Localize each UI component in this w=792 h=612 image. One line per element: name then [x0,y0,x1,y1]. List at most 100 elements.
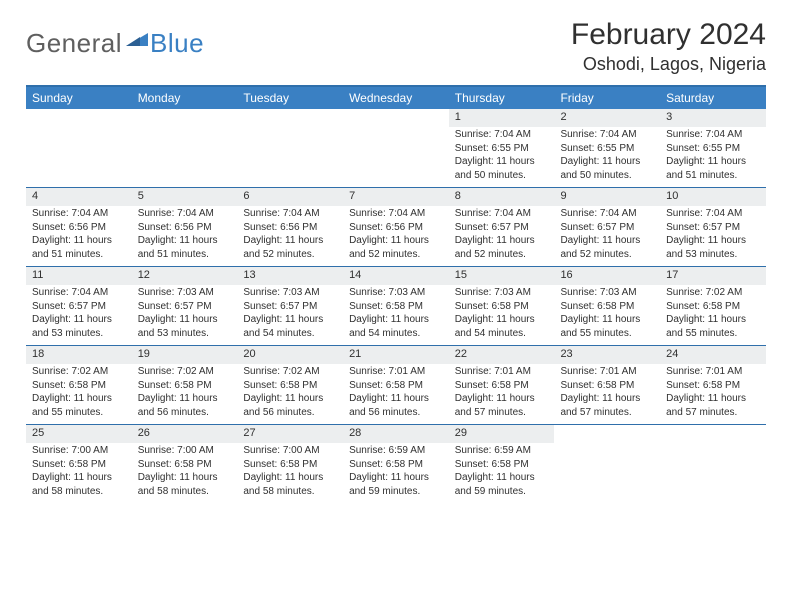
daylight-text: Daylight: 11 hours and 52 minutes. [560,234,654,261]
day-details: Sunrise: 7:04 AMSunset: 6:57 PMDaylight:… [26,285,132,345]
sunset-text: Sunset: 6:55 PM [560,142,654,156]
daylight-text: Daylight: 11 hours and 52 minutes. [349,234,443,261]
day-cell: 13Sunrise: 7:03 AMSunset: 6:57 PMDayligh… [237,267,343,345]
sunset-text: Sunset: 6:58 PM [138,379,232,393]
sunset-text: Sunset: 6:58 PM [666,379,760,393]
day-cell: 7Sunrise: 7:04 AMSunset: 6:56 PMDaylight… [343,188,449,266]
day-cell: 6Sunrise: 7:04 AMSunset: 6:56 PMDaylight… [237,188,343,266]
sunset-text: Sunset: 6:58 PM [32,458,126,472]
sunrise-text: Sunrise: 7:03 AM [560,286,654,300]
day-details: Sunrise: 7:03 AMSunset: 6:58 PMDaylight:… [449,285,555,345]
day-cell: 4Sunrise: 7:04 AMSunset: 6:56 PMDaylight… [26,188,132,266]
day-cell: 16Sunrise: 7:03 AMSunset: 6:58 PMDayligh… [554,267,660,345]
day-details: Sunrise: 7:02 AMSunset: 6:58 PMDaylight:… [237,364,343,424]
sunrise-text: Sunrise: 7:04 AM [349,207,443,221]
day-details [660,443,766,503]
sunrise-text: Sunrise: 6:59 AM [349,444,443,458]
sunset-text: Sunset: 6:56 PM [243,221,337,235]
day-number: 6 [237,188,343,206]
daylight-text: Daylight: 11 hours and 54 minutes. [455,313,549,340]
day-number: 23 [554,346,660,364]
day-header: Wednesday [343,87,449,109]
day-details: Sunrise: 7:02 AMSunset: 6:58 PMDaylight:… [660,285,766,345]
daylight-text: Daylight: 11 hours and 58 minutes. [138,471,232,498]
daylight-text: Daylight: 11 hours and 59 minutes. [455,471,549,498]
daylight-text: Daylight: 11 hours and 50 minutes. [455,155,549,182]
day-details: Sunrise: 7:04 AMSunset: 6:55 PMDaylight:… [449,127,555,187]
sunset-text: Sunset: 6:57 PM [560,221,654,235]
sunset-text: Sunset: 6:58 PM [560,379,654,393]
day-details: Sunrise: 7:01 AMSunset: 6:58 PMDaylight:… [449,364,555,424]
daylight-text: Daylight: 11 hours and 54 minutes. [243,313,337,340]
day-number: 21 [343,346,449,364]
daylight-text: Daylight: 11 hours and 51 minutes. [138,234,232,261]
day-number: 25 [26,425,132,443]
day-details: Sunrise: 6:59 AMSunset: 6:58 PMDaylight:… [343,443,449,503]
logo: General Blue [26,18,204,59]
daylight-text: Daylight: 11 hours and 56 minutes. [138,392,232,419]
daylight-text: Daylight: 11 hours and 53 minutes. [666,234,760,261]
day-header: Friday [554,87,660,109]
day-number: 19 [132,346,238,364]
day-cell: 26Sunrise: 7:00 AMSunset: 6:58 PMDayligh… [132,425,238,503]
daylight-text: Daylight: 11 hours and 58 minutes. [32,471,126,498]
day-cell: 5Sunrise: 7:04 AMSunset: 6:56 PMDaylight… [132,188,238,266]
day-cell [660,425,766,503]
day-number: 5 [132,188,238,206]
day-number [26,109,132,127]
day-number: 27 [237,425,343,443]
sunset-text: Sunset: 6:58 PM [560,300,654,314]
day-cell: 2Sunrise: 7:04 AMSunset: 6:55 PMDaylight… [554,109,660,187]
calendar-page: General Blue February 2024 Oshodi, Lagos… [0,0,792,521]
day-cell: 15Sunrise: 7:03 AMSunset: 6:58 PMDayligh… [449,267,555,345]
sunset-text: Sunset: 6:55 PM [666,142,760,156]
day-header: Thursday [449,87,555,109]
day-details [554,443,660,503]
sunset-text: Sunset: 6:58 PM [666,300,760,314]
day-cell: 25Sunrise: 7:00 AMSunset: 6:58 PMDayligh… [26,425,132,503]
daylight-text: Daylight: 11 hours and 54 minutes. [349,313,443,340]
day-header: Tuesday [237,87,343,109]
day-cell: 9Sunrise: 7:04 AMSunset: 6:57 PMDaylight… [554,188,660,266]
week-row: 11Sunrise: 7:04 AMSunset: 6:57 PMDayligh… [26,267,766,346]
day-cell: 27Sunrise: 7:00 AMSunset: 6:58 PMDayligh… [237,425,343,503]
daylight-text: Daylight: 11 hours and 56 minutes. [243,392,337,419]
day-number: 20 [237,346,343,364]
daylight-text: Daylight: 11 hours and 51 minutes. [32,234,126,261]
sunset-text: Sunset: 6:55 PM [455,142,549,156]
day-header: Saturday [660,87,766,109]
day-cell: 8Sunrise: 7:04 AMSunset: 6:57 PMDaylight… [449,188,555,266]
day-details: Sunrise: 7:01 AMSunset: 6:58 PMDaylight:… [343,364,449,424]
sunset-text: Sunset: 6:57 PM [138,300,232,314]
day-cell: 28Sunrise: 6:59 AMSunset: 6:58 PMDayligh… [343,425,449,503]
sunset-text: Sunset: 6:58 PM [349,300,443,314]
day-details: Sunrise: 7:04 AMSunset: 6:56 PMDaylight:… [132,206,238,266]
day-cell: 23Sunrise: 7:01 AMSunset: 6:58 PMDayligh… [554,346,660,424]
title-block: February 2024 Oshodi, Lagos, Nigeria [571,18,766,75]
day-cell: 29Sunrise: 6:59 AMSunset: 6:58 PMDayligh… [449,425,555,503]
logo-triangle-icon [126,30,148,46]
sunrise-text: Sunrise: 7:01 AM [666,365,760,379]
sunrise-text: Sunrise: 7:04 AM [32,286,126,300]
day-details: Sunrise: 7:03 AMSunset: 6:57 PMDaylight:… [237,285,343,345]
sunrise-text: Sunrise: 7:04 AM [560,207,654,221]
day-cell [237,109,343,187]
day-cell: 20Sunrise: 7:02 AMSunset: 6:58 PMDayligh… [237,346,343,424]
sunrise-text: Sunrise: 7:03 AM [349,286,443,300]
daylight-text: Daylight: 11 hours and 53 minutes. [138,313,232,340]
sunrise-text: Sunrise: 7:03 AM [243,286,337,300]
sunrise-text: Sunrise: 7:03 AM [138,286,232,300]
day-details: Sunrise: 7:04 AMSunset: 6:56 PMDaylight:… [237,206,343,266]
sunrise-text: Sunrise: 7:01 AM [560,365,654,379]
sunset-text: Sunset: 6:58 PM [349,379,443,393]
day-cell: 17Sunrise: 7:02 AMSunset: 6:58 PMDayligh… [660,267,766,345]
day-number: 9 [554,188,660,206]
day-number: 26 [132,425,238,443]
sunset-text: Sunset: 6:58 PM [138,458,232,472]
day-number [554,425,660,443]
calendar-grid: Sunday Monday Tuesday Wednesday Thursday… [26,85,766,503]
day-cell [554,425,660,503]
daylight-text: Daylight: 11 hours and 57 minutes. [666,392,760,419]
daylight-text: Daylight: 11 hours and 53 minutes. [32,313,126,340]
day-number: 18 [26,346,132,364]
